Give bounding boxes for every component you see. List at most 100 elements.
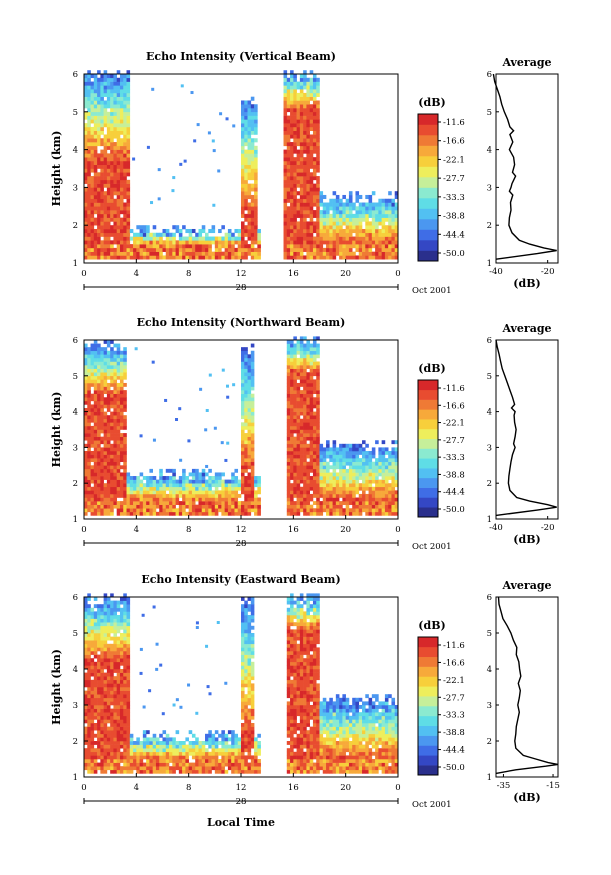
- heatmap-cell: [296, 183, 301, 188]
- heatmap-cell: [87, 164, 91, 169]
- heatmap-cell: [299, 447, 304, 452]
- heatmap-cell: [250, 415, 255, 420]
- heatmap-cell: [247, 357, 252, 362]
- heatmap-cell: [247, 490, 252, 495]
- heatmap-cell: [286, 347, 291, 352]
- heatmap-cell: [110, 447, 114, 452]
- heatmap-cell: [316, 483, 320, 488]
- heatmap-cell: [100, 92, 104, 97]
- heatmap-cell: [355, 225, 360, 230]
- heatmap-cell: [384, 225, 389, 230]
- heatmap-cell: [159, 476, 163, 480]
- heatmap-cell: [119, 643, 124, 648]
- heatmap-cell: [244, 400, 248, 405]
- heatmap-cell: [103, 719, 108, 724]
- heatmap-cell: [293, 85, 297, 90]
- heatmap-cell: [165, 476, 170, 480]
- heatmap-cell: [312, 172, 317, 177]
- heatmap-cell: [303, 213, 307, 218]
- heatmap-cell: [87, 240, 91, 245]
- heatmap-cell: [329, 206, 333, 211]
- heatmap-cell: [250, 425, 255, 430]
- heatmap-cell: [185, 490, 189, 495]
- heatmap-cell: [211, 501, 216, 505]
- heatmap-cell: [84, 213, 88, 218]
- heatmap-cell: [244, 179, 248, 184]
- heatmap-cell: [299, 104, 304, 109]
- heatmap-cell: [247, 461, 252, 466]
- heatmap-cell: [290, 483, 294, 488]
- heatmap-cell: [342, 468, 346, 473]
- heatmap-cell: [93, 340, 98, 344]
- heatmap-cell: [208, 490, 212, 495]
- heatmap-cell: [244, 368, 248, 373]
- heatmap-cell: [326, 255, 330, 260]
- heatmap-cell: [93, 100, 98, 105]
- heatmap-cell: [103, 206, 108, 211]
- heatmap-cell: [286, 81, 291, 86]
- heatmap-cell: [87, 744, 91, 749]
- heatmap-cell: [388, 255, 392, 260]
- heatmap-cell: [100, 701, 104, 706]
- heatmap-cell: [286, 357, 291, 362]
- heatmap-cell: [110, 379, 114, 384]
- heatmap-cell: [247, 429, 252, 434]
- heatmap-cell: [100, 168, 104, 173]
- heatmap-cell: [247, 168, 252, 173]
- heatmap-cell: [247, 440, 252, 445]
- heatmap-cell: [316, 368, 320, 373]
- heatmap-cell: [84, 343, 88, 348]
- heatmap-cell: [106, 425, 111, 430]
- heatmap-cell: [309, 497, 314, 502]
- heatmap-cell: [306, 240, 310, 245]
- heatmap-cell: [87, 508, 91, 513]
- heatmap-cell: [113, 465, 118, 470]
- heatmap-cell: [378, 247, 382, 252]
- heatmap-cell: [116, 354, 121, 359]
- heatmap-cell: [84, 751, 88, 756]
- heatmap-cell: [316, 497, 320, 502]
- heatmap-cell: [84, 176, 88, 181]
- heatmap-cell: [306, 393, 310, 398]
- heatmap-cell: [391, 461, 396, 466]
- heatmap-cell: [339, 213, 343, 218]
- heatmap-cell: [103, 618, 108, 623]
- heatmap-cell: [133, 486, 137, 491]
- heatmap-cell: [342, 213, 346, 218]
- heatmap-cell: [244, 255, 248, 260]
- heatmap-cell: [113, 400, 118, 405]
- heatmap-cell: [113, 479, 118, 484]
- heatmap-cell: [303, 433, 307, 437]
- heatmap-cell: [116, 240, 121, 245]
- heatmap-cell: [113, 690, 118, 695]
- heatmap-cell: [84, 661, 88, 666]
- heatmap-cell: [93, 176, 98, 181]
- heatmap-cell: [178, 483, 183, 488]
- heatmap-cell: [191, 508, 196, 513]
- heatmap-cell: [384, 251, 389, 256]
- heatmap-cell: [218, 490, 222, 495]
- heatmap-cell: [208, 255, 212, 260]
- heatmap-cell: [332, 202, 337, 207]
- heatmap-cell: [286, 100, 291, 105]
- heatmap-cell: [90, 472, 95, 477]
- heatmap-cell: [319, 483, 324, 488]
- heatmap-cell: [123, 440, 127, 445]
- heatmap-cell: [293, 240, 297, 245]
- heatmap-cell: [139, 744, 144, 749]
- heatmap-cell: [241, 386, 245, 391]
- heatmap-cell: [326, 508, 330, 513]
- heatmap-cell: [106, 418, 111, 423]
- heatmap-cell: [106, 89, 111, 94]
- heatmap-cell: [113, 712, 118, 717]
- heatmap-cell: [139, 255, 144, 260]
- heatmap-cell: [90, 762, 95, 767]
- heatmap-cell: [362, 468, 366, 473]
- heatmap-cell: [247, 164, 252, 169]
- heatmap-cell: [106, 382, 111, 387]
- heatmap-cell: [113, 600, 118, 605]
- heatmap-cell: [296, 415, 301, 420]
- heatmap-cell: [286, 89, 291, 94]
- heatmap-cell: [93, 350, 98, 355]
- heatmap-cell: [352, 501, 356, 505]
